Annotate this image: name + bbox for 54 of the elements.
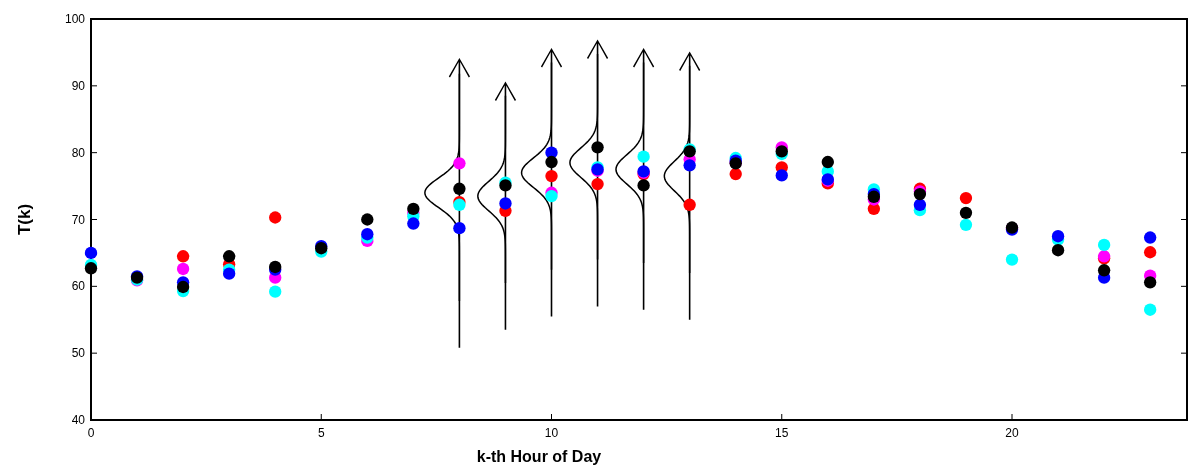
point: [683, 159, 696, 172]
y-tick-label: 80: [71, 145, 86, 160]
x-tick-label: 20: [1005, 426, 1019, 440]
point: [1051, 244, 1065, 257]
point: [1143, 303, 1157, 316]
y-tick-label: 70: [71, 212, 86, 227]
x-axis-title: k-th Hour of Day: [476, 448, 602, 465]
point: [361, 213, 374, 226]
point: [683, 198, 696, 211]
point: [499, 197, 512, 210]
x-tick-label: 15: [775, 426, 789, 440]
point: [222, 267, 236, 280]
x-tick-label: 0: [87, 426, 95, 440]
y-tick-label: 40: [71, 413, 86, 427]
point: [176, 250, 190, 263]
point: [1097, 264, 1111, 277]
point: [637, 150, 650, 163]
point: [269, 211, 282, 224]
point: [453, 222, 466, 235]
y-tick-label: 50: [71, 346, 86, 361]
point: [453, 182, 466, 195]
point: [1143, 231, 1157, 244]
point: [637, 179, 650, 192]
point: [407, 217, 420, 230]
point: [269, 285, 282, 298]
point: [1143, 246, 1157, 259]
point: [176, 262, 190, 276]
point: [222, 250, 236, 263]
point: [729, 167, 742, 181]
point: [591, 141, 604, 154]
point: [913, 198, 927, 211]
point: [407, 202, 420, 215]
point: [545, 189, 558, 203]
point: [591, 177, 604, 191]
point: [84, 246, 98, 260]
point: [84, 262, 98, 275]
point: [959, 218, 973, 232]
point: [1005, 253, 1019, 266]
point: [959, 191, 973, 205]
point: [545, 155, 558, 169]
point: [821, 155, 834, 169]
point: [1097, 238, 1111, 252]
y-tick-label: 90: [71, 78, 86, 93]
y-axis-title: T(k): [15, 203, 34, 236]
point: [959, 206, 973, 219]
point: [176, 280, 190, 294]
y-tick-label: 100: [64, 12, 86, 26]
point: [545, 169, 558, 183]
point: [1143, 276, 1157, 289]
point: [453, 157, 466, 170]
point: [775, 169, 788, 182]
y-tick-label: 60: [71, 279, 86, 294]
x-tick-label: 5: [317, 426, 325, 440]
x-tick-label: 10: [544, 426, 559, 440]
